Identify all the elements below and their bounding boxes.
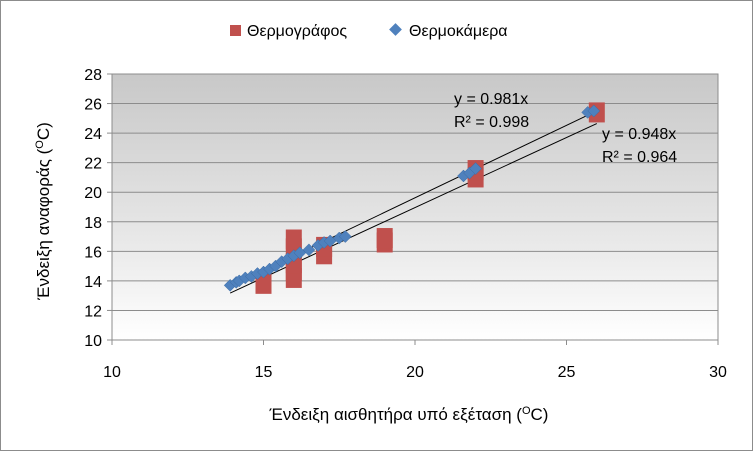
y-tick-label-28: 28 (84, 67, 102, 84)
trendline-r2-thermograph: R² = 0.964 (602, 149, 677, 166)
x-tick-label-10: 10 (103, 364, 121, 381)
y-tick-label-24: 24 (84, 126, 102, 143)
point-thermograph-9 (376, 228, 393, 249)
point-thermograph-0 (255, 273, 272, 294)
trendline-r2-camera: R² = 0.998 (454, 114, 529, 131)
y-axis-ticks: 10 12 14 16 18 20 22 24 26 28 (84, 67, 112, 350)
y-tick-label-10: 10 (84, 333, 102, 350)
x-tick-label-15: 15 (255, 364, 273, 381)
legend-marker-thermal-camera (389, 23, 402, 36)
x-axis-ticks: 10 15 20 25 30 (103, 340, 727, 381)
point-thermograph-5 (285, 229, 302, 250)
trendline-equation-camera: y = 0.981x (454, 91, 528, 108)
legend: Θερμογράφος Θερμοκάμερα (230, 23, 508, 40)
x-axis-title: Ένδειξη αισθητήρα υπό εξέταση (OC) (269, 405, 549, 424)
y-tick-label-18: 18 (84, 215, 102, 232)
x-tick-label-25: 25 (558, 364, 576, 381)
x-tick-label-20: 20 (406, 364, 424, 381)
point-thermal-camera-21 (469, 162, 482, 175)
point-thermal-camera-13 (302, 243, 316, 257)
point-thermal-camera-18 (338, 230, 352, 243)
point-thermal-camera-23 (587, 104, 601, 118)
x-tick-label-30: 30 (709, 364, 727, 381)
plot-area (111, 73, 719, 341)
legend-marker-thermograph (230, 25, 241, 36)
legend-label-thermograph: Θερμογράφος (247, 23, 347, 40)
y-tick-label-12: 12 (84, 303, 102, 320)
y-axis-title: Ένδειξη αναφοράς (OC) (34, 122, 53, 301)
series-layer (223, 102, 605, 294)
legend-label-thermal-camera: Θερμοκάμερα (409, 23, 508, 40)
y-tick-label-22: 22 (84, 156, 102, 173)
y-tick-label-26: 26 (84, 97, 102, 114)
y-tick-label-14: 14 (84, 274, 102, 291)
y-tick-label-20: 20 (84, 185, 102, 202)
trendline-equation-thermograph: y = 0.948x (602, 126, 676, 143)
y-tick-label-16: 16 (84, 244, 102, 261)
gridlines (112, 103, 718, 311)
